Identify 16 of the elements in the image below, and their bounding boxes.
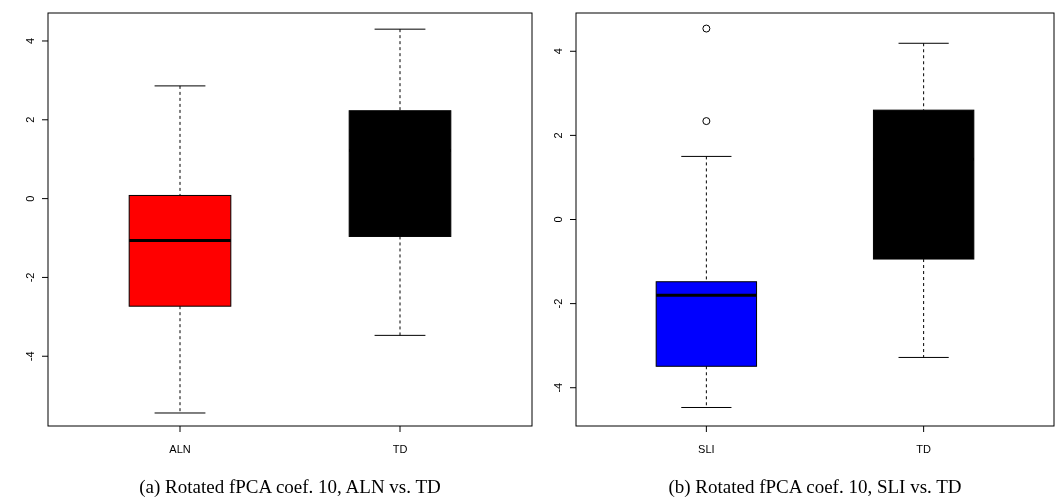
y-tick-label: 4 — [552, 48, 564, 55]
x-tick-label: TD — [916, 443, 932, 455]
text: (b) Rotated fPCA coef. 10, SLI vs. TD — [668, 476, 962, 498]
y-tick-label: 0 — [552, 216, 564, 223]
y-tick-label: 0 — [24, 195, 36, 202]
x-tick-label: SLI — [698, 443, 715, 455]
y-tick-label: 2 — [24, 116, 36, 123]
y-tick-label: -4 — [552, 382, 564, 393]
y-tick-label: -2 — [552, 298, 564, 309]
text: (a) Rotated fPCA coef. 10, ALN vs. TD — [139, 476, 441, 498]
y-tick-label: -4 — [24, 351, 36, 362]
x-tick-label: ALN — [169, 443, 191, 455]
y-tick-label: -2 — [24, 272, 36, 283]
x-tick-label: TD — [392, 443, 408, 455]
y-tick-label: 4 — [24, 37, 36, 45]
y-tick-label: 2 — [552, 132, 564, 139]
